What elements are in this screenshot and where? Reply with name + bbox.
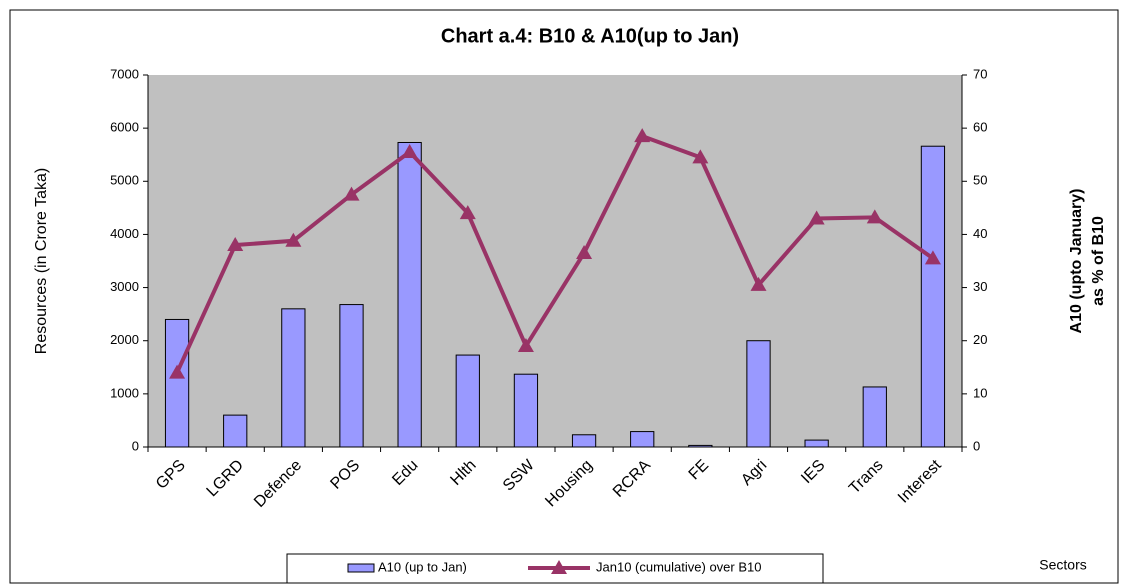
bar [339,304,364,448]
plot-area [148,75,962,447]
bar [804,439,829,448]
y-tick-label: 6000 [110,120,139,135]
line [175,133,935,374]
y-tick-label: 7000 [110,66,139,81]
bar [513,373,539,448]
bar [571,434,597,448]
chart-title: Chart a.4: B10 & A10(up to Jan) [441,25,739,47]
y2-tick-label: 40 [973,226,987,241]
y-tick-label: 1000 [110,385,139,400]
bar [397,141,422,448]
x-axis-label: Sectors [1039,557,1086,573]
y2-axis-label: A10 (upto January) [1068,189,1085,334]
line-marker [401,144,418,159]
line-marker [459,205,476,220]
line-marker [692,149,709,164]
bar [281,308,306,448]
line-marker [750,276,767,291]
y2-tick-label: 70 [973,66,987,81]
line-marker [634,128,651,143]
legend-swatch [347,563,375,573]
line-marker [576,245,593,260]
y2-axis-label: as % of B10 [1090,216,1107,306]
bar [862,386,887,448]
y2-tick-label: 10 [973,385,987,400]
line-marker [808,210,825,225]
y2-tick-label: 20 [973,332,987,347]
bar [920,145,946,448]
bar [223,414,248,448]
bar [164,318,190,448]
line-marker [169,364,186,379]
line-marker [227,237,244,252]
bar [455,354,480,448]
legend-label: Jan10 (cumulative) over B10 [596,559,761,574]
bar [630,431,655,448]
y2-tick-label: 0 [973,438,980,453]
y2-tick-label: 50 [973,173,987,188]
y2-tick-label: 30 [973,279,987,294]
line-marker [285,232,302,247]
y-axis-label: Resources (in Crore Taka) [33,168,50,354]
line-marker [517,338,534,353]
line-marker [866,209,883,224]
bar [746,340,771,448]
y2-tick-label: 60 [973,120,987,135]
y-tick-label: 5000 [110,173,139,188]
y-tick-label: 3000 [110,279,139,294]
legend-marker [551,560,567,574]
legend-label: A10 (up to Jan) [378,559,467,574]
line-marker [924,250,941,265]
line-marker [343,186,360,201]
y-tick-label: 2000 [110,332,139,347]
y-tick-label: 4000 [110,226,139,241]
y-tick-label: 0 [132,438,139,453]
